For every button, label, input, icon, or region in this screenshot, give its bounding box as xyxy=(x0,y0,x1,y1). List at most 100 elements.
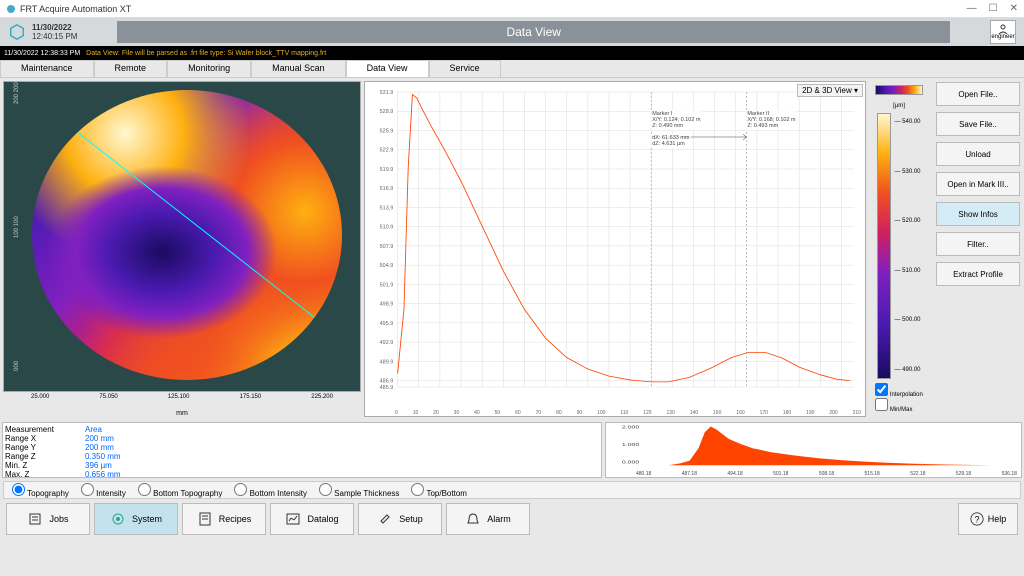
svg-text:522.9: 522.9 xyxy=(380,148,394,154)
colorbar xyxy=(877,113,891,379)
interpolation-checkbox[interactable]: Interpolation xyxy=(875,383,923,398)
svg-text:519.9: 519.9 xyxy=(380,167,394,173)
svg-text:531.9: 531.9 xyxy=(380,90,394,96)
svg-text:525.9: 525.9 xyxy=(380,129,394,135)
profile-line xyxy=(69,125,326,326)
system-button[interactable]: System xyxy=(94,503,178,535)
header-bar: 11/30/2022 12:40:15 PM Data View enginee… xyxy=(0,18,1024,46)
svg-text:489.9: 489.9 xyxy=(380,360,394,366)
header-date: 11/30/2022 xyxy=(32,23,77,32)
save-file--button[interactable]: Save File.. xyxy=(936,112,1020,136)
tab-strip: MaintenanceRemoteMonitoringManual ScanDa… xyxy=(0,60,1024,78)
histogram-panel: 2.000 1.000 0.000 480.18487.18494.18501.18… xyxy=(605,422,1022,478)
minimize-icon[interactable]: — xyxy=(967,3,977,14)
tab-maintenance[interactable]: Maintenance xyxy=(0,60,94,77)
window-titlebar: FRT Acquire Automation XT — ☐ ✕ xyxy=(0,0,1024,18)
user-badge[interactable]: engineer xyxy=(990,20,1016,44)
help-label: Help xyxy=(988,514,1007,524)
open-in-mark-iii--button[interactable]: Open in Mark III.. xyxy=(936,172,1020,196)
maximize-icon[interactable]: ☐ xyxy=(989,3,998,14)
datalog-button[interactable]: Datalog xyxy=(270,503,354,535)
measurement-info: MeasurementAreaRange X200 mmRange Y200 m… xyxy=(2,422,602,478)
wafer-x-axis-label: mm xyxy=(3,410,361,417)
jobs-icon xyxy=(27,511,43,527)
wafer-circle xyxy=(32,90,342,380)
svg-text:528.9: 528.9 xyxy=(380,109,394,115)
user-role-label: engineer xyxy=(991,34,1014,40)
svg-text:495.9: 495.9 xyxy=(380,321,394,327)
svg-text:0.000: 0.000 xyxy=(622,460,639,465)
jobs-button[interactable]: Jobs xyxy=(6,503,90,535)
alarm-button[interactable]: Alarm xyxy=(446,503,530,535)
layer-radio-group: Topography Intensity Bottom Topography B… xyxy=(3,481,1021,499)
datalog-icon xyxy=(285,511,301,527)
app-icon xyxy=(6,4,16,14)
radio-bottom-topography[interactable]: Bottom Topography xyxy=(138,483,222,498)
tab-remote[interactable]: Remote xyxy=(94,60,168,77)
action-sidebar: Open File.. Save File.. Unload Open in Mark… xyxy=(932,78,1024,420)
tab-manual-scan[interactable]: Manual Scan xyxy=(251,60,346,77)
gradient-preview[interactable] xyxy=(875,85,923,95)
recipes-button[interactable]: Recipes xyxy=(182,503,266,535)
radio-bottom-intensity[interactable]: Bottom Intensity xyxy=(234,483,307,498)
wafer-map-view[interactable]: 200 200100 100000 xyxy=(3,81,361,392)
unload-button[interactable]: Unload xyxy=(936,142,1020,166)
svg-text:?: ? xyxy=(974,515,979,525)
tab-service[interactable]: Service xyxy=(429,60,501,77)
tab-data-view[interactable]: Data View xyxy=(346,60,429,77)
histogram-x-ticks: 480.18487.18494.18501.18508.18515.18522.… xyxy=(636,471,1017,477)
help-icon: ? xyxy=(970,512,984,526)
svg-text:498.9: 498.9 xyxy=(380,302,394,308)
svg-text:513.9: 513.9 xyxy=(380,206,394,212)
svg-text:504.9: 504.9 xyxy=(380,263,394,269)
svg-text:501.9: 501.9 xyxy=(380,283,394,289)
svg-text:516.9: 516.9 xyxy=(380,186,394,192)
radio-topography[interactable]: Topography xyxy=(12,483,69,498)
svg-text:492.9: 492.9 xyxy=(380,340,394,346)
svg-text:507.9: 507.9 xyxy=(380,244,394,250)
svg-text:2.000: 2.000 xyxy=(622,425,639,430)
svg-text:486.9: 486.9 xyxy=(380,379,394,385)
recipes-icon xyxy=(197,511,213,527)
colorbar-unit: [µm] xyxy=(893,103,905,109)
status-timestamp: 11/30/2022 12:38:33 PM xyxy=(4,50,80,57)
user-icon xyxy=(997,24,1009,34)
setup-button[interactable]: Setup xyxy=(358,503,442,535)
header-time: 12:40:15 PM xyxy=(32,32,77,41)
colorbar-ticks: — 540.00— 530.00— 520.00— 510.00— 500.00… xyxy=(891,113,920,379)
window-title: FRT Acquire Automation XT xyxy=(20,4,967,14)
svg-text:510.9: 510.9 xyxy=(380,225,394,231)
setup-icon xyxy=(377,511,393,527)
marker-1-info: Marker IX/Y: 0.124; 0.102 mZ: 0.490 mm xyxy=(651,110,701,130)
bottom-toolbar: JobsSystemRecipesDatalogSetupAlarm ? Hel… xyxy=(0,500,1024,538)
status-message: Data View: File will be parsed as .frt f… xyxy=(86,50,326,57)
tab-monitoring[interactable]: Monitoring xyxy=(167,60,251,77)
profile-chart-svg: 531.9 528.9 525.9 522.9 519.9 516.9 513.9 510.9… xyxy=(365,82,865,402)
histogram-svg: 2.000 1.000 0.000 xyxy=(606,423,1021,467)
wafer-y-ticks: 200 200100 100000 xyxy=(6,82,28,371)
filter--button[interactable]: Filter.. xyxy=(936,232,1020,256)
marker-2-info: Marker IIX/Y: 0.168; 0.102 mZ: 0.493 mm xyxy=(746,110,796,130)
svg-text:1.000: 1.000 xyxy=(622,443,639,448)
help-button[interactable]: ? Help xyxy=(958,503,1018,535)
minmax-checkbox[interactable]: Min/Max xyxy=(875,398,923,413)
svg-text:485.9: 485.9 xyxy=(380,385,394,391)
view-mode-dropdown[interactable]: 2D & 3D View ▾ xyxy=(797,84,863,97)
status-bar: 11/30/2022 12:38:33 PM Data View: File w… xyxy=(0,46,1024,60)
extract-profile-button[interactable]: Extract Profile xyxy=(936,262,1020,286)
wafer-x-ticks: 25.00075.050125.100175.150225.200 xyxy=(3,392,361,410)
radio-sample-thickness[interactable]: Sample Thickness xyxy=(319,483,399,498)
show-infos-button[interactable]: Show Infos xyxy=(936,202,1020,226)
close-icon[interactable]: ✕ xyxy=(1010,3,1018,14)
alarm-icon xyxy=(465,511,481,527)
profile-chart[interactable]: 2D & 3D View ▾ 531.9 528.9 525.9 522.9 519.9… xyxy=(364,81,866,417)
radio-intensity[interactable]: Intensity xyxy=(81,483,126,498)
colorbar-panel: [µm] — 540.00— 530.00— 520.00— 510.00— 5… xyxy=(869,81,929,417)
system-icon xyxy=(110,511,126,527)
logo-icon xyxy=(8,23,26,41)
page-title: Data View xyxy=(117,21,950,43)
open-file--button[interactable]: Open File.. xyxy=(936,82,1020,106)
chart-x-ticks: 0102030405060708090100110120130140150160… xyxy=(395,410,861,416)
radio-top-bottom[interactable]: Top/Bottom xyxy=(411,483,467,498)
marker-delta-info: dX: 61.633 mmdZ: 4.631 µm xyxy=(651,134,690,148)
